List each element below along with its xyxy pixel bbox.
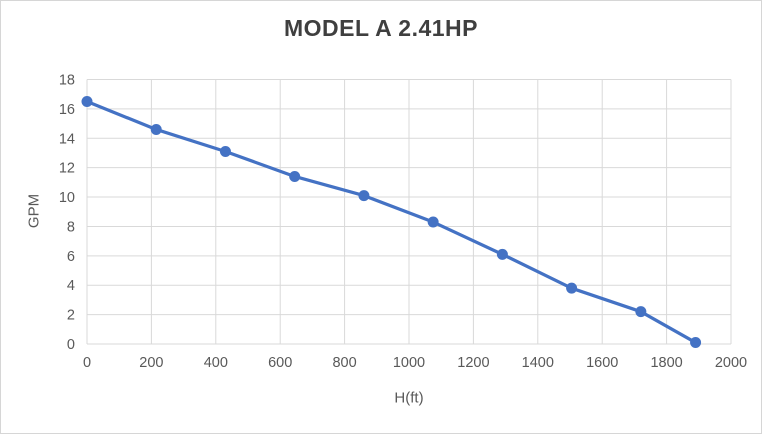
data-point-marker: [150, 123, 162, 135]
data-point-marker: [219, 146, 231, 158]
x-tick-label: 1800: [650, 355, 682, 371]
x-axis-title: H(ft): [394, 389, 424, 407]
y-tick-label: 2: [67, 308, 75, 324]
x-tick-label: 1200: [457, 355, 489, 371]
y-axis-title: GPM: [25, 193, 43, 229]
x-tick-label: 400: [204, 355, 228, 371]
y-tick-label: 6: [67, 249, 75, 265]
x-tick-label: 2000: [715, 355, 747, 371]
data-point-marker: [690, 337, 702, 349]
y-tick-label: 18: [59, 73, 75, 89]
x-tick-label: 1600: [586, 355, 618, 371]
x-tick-label: 200: [139, 355, 163, 371]
data-point-marker: [81, 96, 93, 108]
data-point-marker: [427, 216, 439, 228]
y-tick-label: 8: [67, 219, 75, 235]
data-point-marker: [566, 282, 578, 294]
x-tick-label: 1000: [393, 355, 425, 371]
series-line: [85, 99, 698, 345]
y-tick-label: 10: [59, 190, 75, 206]
x-tick-label: 600: [268, 355, 292, 371]
y-tick-label: 16: [59, 102, 75, 118]
chart-title: MODEL A 2.41HP: [283, 15, 479, 41]
data-point-marker: [289, 170, 301, 182]
x-tick-label: 800: [332, 355, 356, 371]
data-point-marker: [358, 190, 370, 202]
data-point-marker: [635, 306, 647, 318]
x-tick-label: 1400: [522, 355, 554, 371]
y-tick-label: 0: [67, 337, 75, 353]
x-tick-label: 0: [83, 355, 91, 371]
y-tick-label: 12: [59, 161, 75, 177]
y-tick-label: 4: [67, 278, 75, 294]
data-point-marker: [496, 248, 508, 260]
y-tick-label: 14: [59, 131, 75, 147]
